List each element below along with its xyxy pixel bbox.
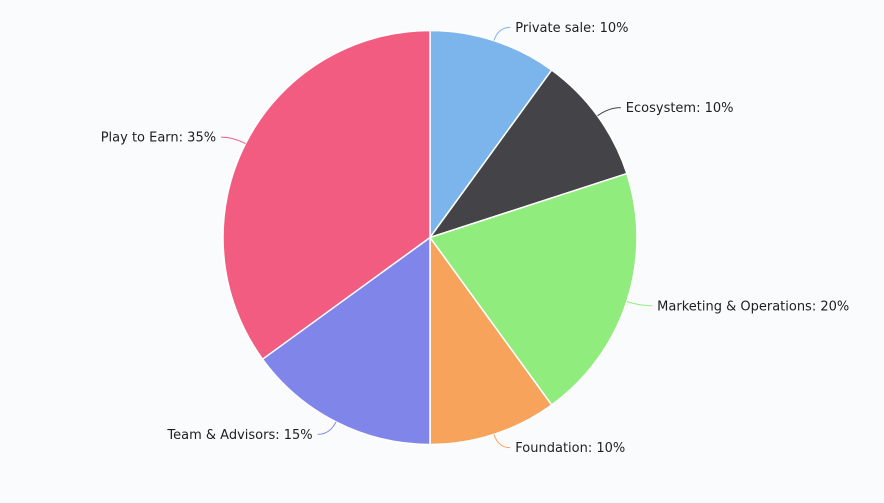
connector-marketing-and-operations	[626, 300, 653, 307]
connector-play-to-earn	[221, 136, 246, 144]
data-label-marketing-and-operations: Marketing & Operations: 20%	[657, 299, 849, 314]
connector-foundation	[493, 434, 511, 449]
pie-slice-play-to-earn[interactable]	[222, 29, 431, 360]
label-connectors	[221, 26, 653, 449]
data-labels: Private sale: 10% Ecosystem: 10% Marketing…	[101, 21, 850, 456]
data-label-foundation: Foundation: 10%	[515, 441, 625, 456]
data-label-play-to-earn: Play to Earn: 35%	[101, 131, 216, 146]
pie-slice-team-and-advisors[interactable]	[261, 236, 431, 446]
connector-ecosystem	[597, 107, 621, 117]
pie-slice-private-sale[interactable]	[429, 29, 553, 239]
connector-team-and-advisors	[317, 421, 337, 435]
connector-private-sale	[493, 26, 511, 41]
data-label-team-and-advisors: Team & Advisors: 15%	[166, 428, 312, 443]
data-label-private-sale: Private sale: 10%	[515, 21, 628, 36]
pie-slices	[222, 29, 638, 446]
data-label-ecosystem: Ecosystem: 10%	[626, 101, 734, 116]
pie-slice-foundation[interactable]	[429, 236, 553, 446]
pie-slice-ecosystem[interactable]	[429, 69, 628, 239]
